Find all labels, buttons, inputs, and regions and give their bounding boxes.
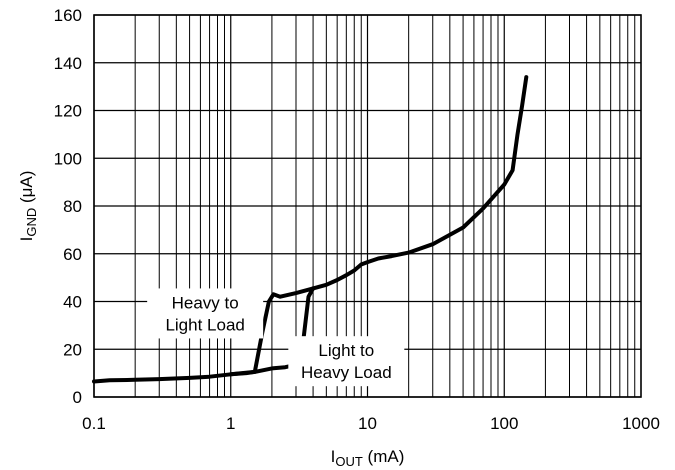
annotation-label: Light Load (165, 315, 244, 334)
y-axis-title: IGND (μA) (17, 171, 39, 242)
y-tick-label: 0 (73, 388, 82, 407)
x-tick-label: 1000 (622, 414, 660, 433)
annotation-background (147, 288, 264, 339)
x-axis-title: IOUT (mA) (331, 447, 405, 469)
plot-frame (93, 14, 642, 398)
y-tick-label: 120 (54, 102, 82, 121)
series-line-1 (92, 75, 529, 384)
x-tick-label: 10 (358, 414, 377, 433)
x-tick-label: 100 (490, 414, 518, 433)
y-tick-label: 100 (54, 149, 82, 168)
y-tick-label: 80 (63, 197, 82, 216)
tick-labels: 0.1 1 10 100 1000 0 20 40 60 80 100 120 140 160 (54, 6, 660, 433)
annotation-label: Light to (318, 341, 374, 360)
x-tick-label: 0.1 (82, 414, 106, 433)
y-tick-label: 160 (54, 6, 82, 25)
annotation-label: Heavy to (172, 293, 239, 312)
annotation-label: Heavy Load (301, 363, 392, 382)
y-tick-label: 60 (63, 245, 82, 264)
y-tick-label: 140 (54, 54, 82, 73)
y-tick-label: 20 (63, 340, 82, 359)
x-tick-label: 1 (226, 414, 235, 433)
annotation-background (288, 336, 405, 387)
annotations: Heavy to Light Load Light to Heavy Load (147, 288, 405, 387)
y-tick-label: 40 (63, 293, 82, 312)
